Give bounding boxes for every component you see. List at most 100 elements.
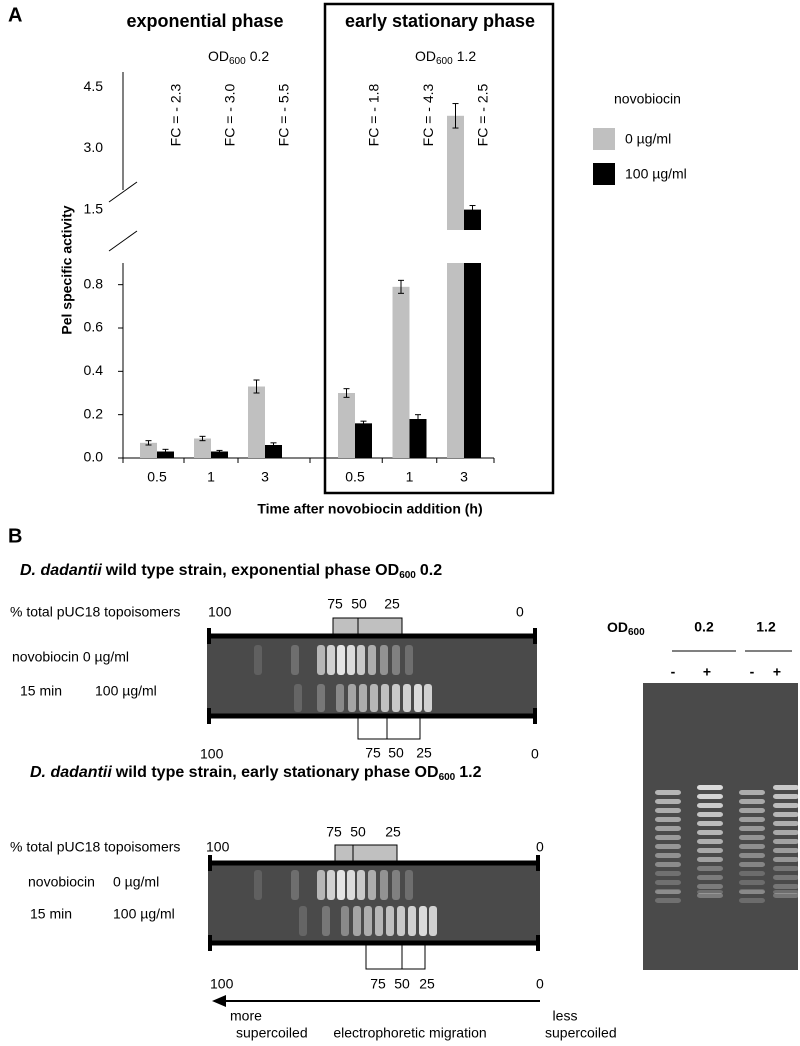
y-tick-label: 0.4 xyxy=(84,362,104,378)
bar xyxy=(355,423,372,458)
row-label: 15 min xyxy=(20,683,62,699)
gel-band xyxy=(739,871,765,876)
legend-label: 0 µg/ml xyxy=(625,131,671,147)
gel-band xyxy=(655,853,681,858)
gel-band xyxy=(386,906,394,936)
y-tick-label: 0.2 xyxy=(84,405,104,421)
scale-end: 100 xyxy=(206,839,230,855)
bar xyxy=(248,386,265,458)
gel-band xyxy=(655,880,681,885)
gel-band xyxy=(697,848,723,853)
gel-band xyxy=(697,884,723,889)
gel-band xyxy=(655,844,681,849)
y-tick-label: 0.0 xyxy=(84,449,104,465)
row-label: 100 µg/ml xyxy=(113,906,175,922)
panel-label: B xyxy=(8,525,22,547)
gel-band xyxy=(697,803,723,808)
bar xyxy=(194,438,211,458)
gel xyxy=(643,683,798,970)
gel-band xyxy=(655,817,681,822)
gel-band xyxy=(773,848,799,853)
gel-band xyxy=(655,871,681,876)
scale-label: % total pUC18 topoisomers xyxy=(10,604,180,620)
error-bar xyxy=(415,414,421,424)
gel-band xyxy=(655,890,681,894)
gel-band xyxy=(317,684,325,712)
row-label: novobiocin 0 µg/ml xyxy=(12,649,129,665)
gel-band xyxy=(419,906,427,936)
annotation: FC = - 3.0 xyxy=(222,83,238,146)
gel-band xyxy=(370,684,378,712)
bar xyxy=(265,445,282,458)
gel-band xyxy=(773,839,799,844)
gel-bands xyxy=(254,645,432,712)
arrow-label: less xyxy=(553,1008,578,1024)
gel-band xyxy=(368,870,376,900)
legend-label: 100 µg/ml xyxy=(625,166,687,182)
gel-band xyxy=(773,890,799,894)
gel-band xyxy=(739,844,765,849)
gel-band xyxy=(392,645,400,675)
gel-caps xyxy=(208,855,540,951)
bar xyxy=(464,209,481,230)
annotation: FC = - 2.5 xyxy=(475,83,491,146)
range-box xyxy=(334,844,398,864)
arrow-label: supercoiled xyxy=(545,1025,617,1041)
y-tick-label: 1.5 xyxy=(84,200,104,216)
annotation: FC = - 4.3 xyxy=(420,83,436,146)
gel-band xyxy=(341,906,349,936)
arrow-label: more xyxy=(230,1008,262,1024)
gel-band xyxy=(773,803,799,808)
y-tick-label: 4.5 xyxy=(84,78,104,94)
scale-end: 100 xyxy=(200,746,224,762)
group-box xyxy=(323,2,555,495)
gel-band xyxy=(773,794,799,799)
gel-frame xyxy=(207,633,537,719)
annotation: FC = - 2.3 xyxy=(168,83,184,146)
gel-band xyxy=(655,898,681,903)
x-tick-label: 3 xyxy=(460,469,468,485)
gel-band xyxy=(655,862,681,867)
od-label: OD600 1.2 xyxy=(415,48,476,67)
arrow-label: electrophoretic migration xyxy=(333,1025,486,1041)
error-bar xyxy=(199,435,206,442)
axis-break xyxy=(108,181,138,203)
gel-band xyxy=(299,906,307,936)
gel-band xyxy=(429,906,437,936)
group-title: exponential phase xyxy=(126,11,283,31)
gel-band xyxy=(655,835,681,840)
error-bar xyxy=(343,388,350,398)
range-box xyxy=(332,617,403,637)
chart: 1.5 3.0 4.5 0.0 0.2 0.4 0.6 0.8 0.5 FC = - 2.3 1 FC… xyxy=(84,72,687,485)
scale-end: 0 xyxy=(536,839,544,855)
gel-band xyxy=(739,889,765,894)
gel-band xyxy=(327,645,335,675)
gel-band xyxy=(739,808,765,813)
gel-band xyxy=(773,821,799,826)
error-bar xyxy=(398,279,404,294)
gel-band xyxy=(359,684,367,712)
annotation: FC = - 1.8 xyxy=(366,83,382,146)
gel-band xyxy=(405,645,413,675)
x-tick-label: 3 xyxy=(261,469,269,485)
scale-mark: 50 xyxy=(351,596,367,612)
error-bar xyxy=(469,205,476,215)
gel-band xyxy=(655,799,681,804)
gel-band xyxy=(739,880,765,885)
error-bar xyxy=(253,379,260,394)
gel-band xyxy=(392,684,400,712)
gel-band xyxy=(327,870,335,900)
gel-band xyxy=(739,799,765,804)
scale-end: 0 xyxy=(536,976,544,992)
scale-mark: 25 xyxy=(384,596,400,612)
gel-band xyxy=(254,645,262,675)
gel-band xyxy=(697,866,723,871)
gel-band xyxy=(739,862,765,867)
group-label: 0.2 xyxy=(694,619,714,635)
error-bar xyxy=(162,448,169,455)
gel-band xyxy=(294,684,302,712)
y-tick-label: 3.0 xyxy=(84,139,104,155)
gel-band xyxy=(291,645,299,675)
row-label: 15 min xyxy=(30,906,72,922)
error-bar xyxy=(216,449,223,454)
